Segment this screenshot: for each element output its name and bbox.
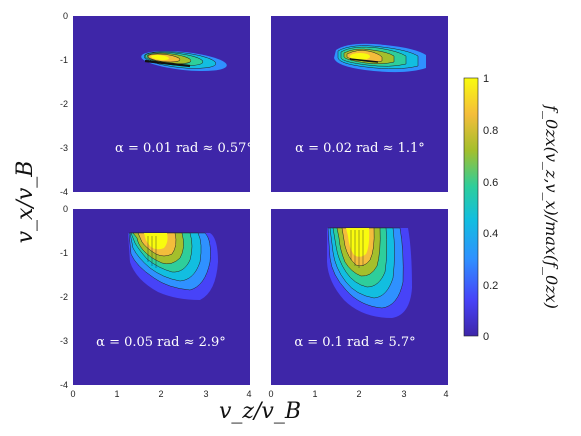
panel-2-background [271,16,448,192]
panel-3-ytick-2: -2 [60,292,68,302]
panel-3: α = 0.05 rad ≈ 2.9° 0 -1 -2 -3 -4 0 1 2 … [60,204,252,399]
panel-3-y-ticks: 0 -1 -2 -3 -4 [60,204,68,390]
panel-1: α = 0.01 rad ≈ 0.57° 0 -1 -2 -3 -4 [60,11,253,197]
panel-3-ytick-4: -4 [60,380,68,390]
panel-2-annotation: α = 0.02 rad ≈ 1.1° [295,141,425,156]
panel-3-ytick-1: -1 [60,248,68,258]
panel-4-xtick-4: 4 [443,389,448,399]
panel-2-distribution [334,43,426,73]
panel-4-xtick-1: 1 [312,389,317,399]
panel-4-distribution [327,227,412,318]
colorbar-tick-5: 1 [483,73,489,85]
panel-1-annotation: α = 0.01 rad ≈ 0.57° [115,141,253,156]
panel-1-ytick-0: 0 [63,11,68,21]
panel-4-x-ticks: 0 1 2 3 4 [268,389,448,399]
panel-4-xtick-2: 2 [356,389,361,399]
colorbar-tick-1: 0.2 [483,280,498,292]
colorbar: 0 0.2 0.4 0.6 0.8 1 f_0zx(v_z,v_x)/max(f… [463,73,561,343]
panel-3-xtick-2: 2 [158,389,163,399]
panel-1-ytick-4: -4 [60,187,68,197]
panel-3-ytick-0: 0 [63,204,68,214]
colorbar-tick-4: 0.8 [483,125,498,137]
colorbar-tick-2: 0.4 [483,228,498,240]
panel-3-xtick-3: 3 [203,389,208,399]
colorbar-tick-3: 0.6 [483,177,498,189]
panel-2: α = 0.02 rad ≈ 1.1° [271,16,448,192]
panel-1-ytick-3: -3 [60,143,68,153]
panel-4-annotation: α = 0.1 rad ≈ 5.7° [294,335,415,350]
panel-4-xtick-3: 3 [401,389,406,399]
panel-3-xtick-4: 4 [246,389,251,399]
panel-1-y-ticks: 0 -1 -2 -3 -4 [60,11,68,197]
panel-3-xtick-0: 0 [70,389,75,399]
panel-3-x-ticks: 0 1 2 3 4 [70,389,251,399]
panel-1-ytick-2: -2 [60,99,68,109]
panel-1-ytick-1: -1 [60,55,68,65]
panel-4-xtick-0: 0 [268,389,273,399]
panel-3-xtick-1: 1 [114,389,119,399]
colorbar-tick-0: 0 [483,331,489,343]
panel-3-distribution [128,232,218,300]
panel-1-distribution [141,50,227,72]
panel-3-annotation: α = 0.05 rad ≈ 2.9° [96,335,226,350]
x-axis-label: v_z/v_B [219,399,301,424]
panel-3-ytick-3: -3 [60,336,68,346]
colorbar-ticks: 0 0.2 0.4 0.6 0.8 1 [483,73,498,343]
y-axis-label: v_x/v_B [13,161,38,244]
colorbar-gradient [463,77,479,337]
panel-4: α = 0.1 rad ≈ 5.7° 0 1 2 3 4 [268,209,449,399]
colorbar-label: f_0zx(v_z,v_x)/max(f_0zx) [542,104,561,309]
panel-1-background [73,16,250,192]
